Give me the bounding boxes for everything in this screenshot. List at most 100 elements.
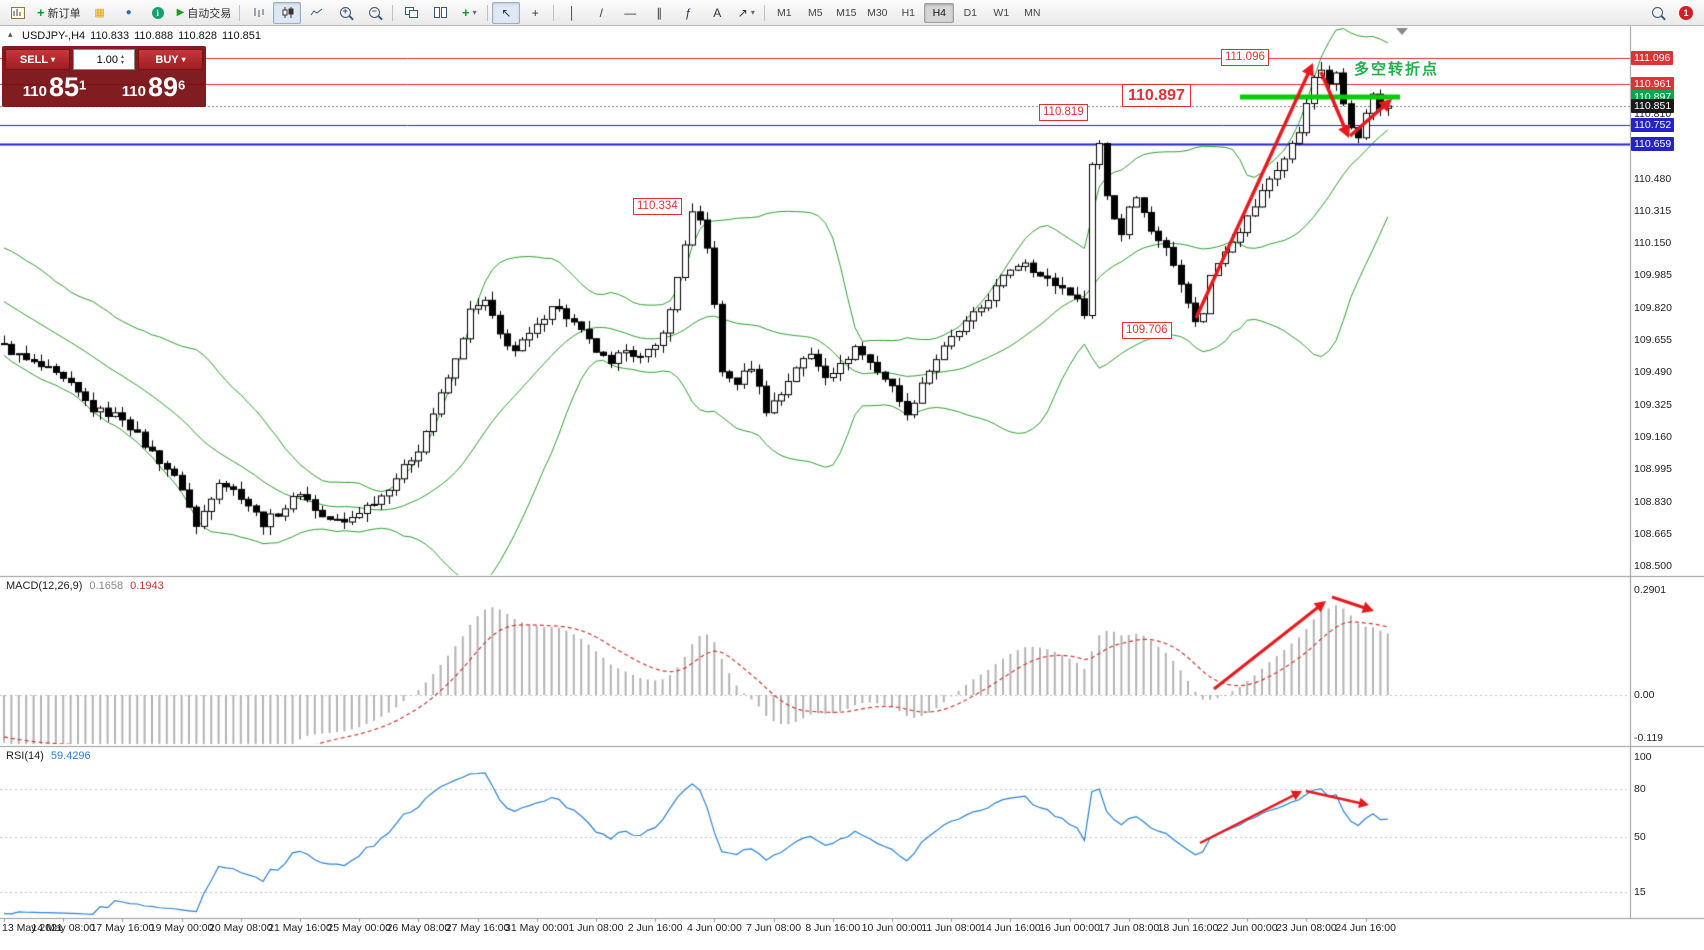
timeframe-m30-button[interactable]: M30 xyxy=(867,6,888,19)
time-axis-label: 14 May 08:00 xyxy=(31,922,96,934)
indicators-button[interactable]: + ▾ xyxy=(455,2,483,24)
timeframe-mn-button[interactable]: MN xyxy=(1024,6,1041,19)
time-axis-label: 31 May 00:00 xyxy=(504,922,569,934)
search-button[interactable] xyxy=(1643,2,1671,24)
time-axis-label: 14 Jun 16:00 xyxy=(980,922,1041,934)
fibonacci-tool-button[interactable]: ƒ xyxy=(674,2,702,24)
trendline-tool-button[interactable]: / xyxy=(587,2,615,24)
toolbar-separator xyxy=(239,4,241,21)
autotrade-play-icon: ▶ xyxy=(176,7,185,18)
text-tool-button[interactable]: A xyxy=(703,2,731,24)
price-grid-label: 109.160 xyxy=(1634,430,1672,443)
timeframe-d1-button[interactable]: D1 xyxy=(963,6,978,19)
line-chart-type-button[interactable] xyxy=(302,2,330,24)
price-level-badge: 110.659 xyxy=(1631,136,1675,151)
rsi-axis-label: 50 xyxy=(1634,830,1646,843)
price-grid-label: 108.665 xyxy=(1634,527,1672,540)
chevron-down-icon: ▾ xyxy=(51,55,56,64)
cascade-windows-button[interactable] xyxy=(426,2,454,24)
time-axis-label: 21 May 16:00 xyxy=(268,922,332,934)
tile-windows-icon xyxy=(404,7,418,18)
toolbar-separator xyxy=(764,4,766,21)
price-grid-label: 110.480 xyxy=(1634,172,1672,185)
timeframe-m1-button[interactable]: M1 xyxy=(777,6,792,19)
tile-windows-button[interactable] xyxy=(397,2,425,24)
chevron-down-icon: ▾ xyxy=(750,8,755,17)
price-callout-label: 109.706 xyxy=(1122,322,1172,339)
new-order-plus-icon: + xyxy=(37,4,45,20)
time-axis-label: 25 May 00:00 xyxy=(327,922,392,934)
rsi-axis-label: 100 xyxy=(1634,751,1652,763)
close-value: 110.851 xyxy=(222,30,261,42)
symbol-label: USDJPY-,H4 xyxy=(22,30,86,42)
price-grid-label: 109.985 xyxy=(1634,269,1672,282)
price-grid-label: 110.315 xyxy=(1634,204,1672,217)
vertical-line-tool-button[interactable]: │ xyxy=(558,2,586,24)
channel-icon: ∥ xyxy=(656,5,663,20)
horizontal-line-icon: — xyxy=(624,5,637,20)
bid-price[interactable]: 110851 xyxy=(22,72,87,102)
channel-tool-button[interactable]: ∥ xyxy=(645,2,673,24)
zoom-in-button[interactable]: + xyxy=(331,2,359,24)
price-level-badge: 110.752 xyxy=(1631,118,1675,133)
sell-label: SELL xyxy=(19,53,49,66)
timeframe-m15-button[interactable]: M15 xyxy=(836,6,857,19)
bar-chart-type-button[interactable] xyxy=(244,2,272,24)
macd-axis-label: 0.00 xyxy=(1634,689,1655,701)
timeframe-w1-button[interactable]: W1 xyxy=(993,6,1010,19)
rsi-pane-header: RSI(14) 59.4296 xyxy=(6,750,91,762)
price-callout-label: 110.334 xyxy=(633,198,682,215)
fibonacci-icon: ƒ xyxy=(684,5,692,20)
community-icon: ● xyxy=(125,7,132,18)
price-grid-label: 109.490 xyxy=(1634,366,1672,379)
info-button[interactable]: i xyxy=(144,2,172,24)
market-icon: ▦ xyxy=(94,7,105,19)
price-level-badge: 110.851 xyxy=(1631,98,1675,113)
timeframe-m5-button[interactable]: M5 xyxy=(808,6,823,19)
price-grid-label: 108.500 xyxy=(1634,560,1672,573)
price-grid-label: 109.820 xyxy=(1634,301,1672,314)
one-click-collapse-toggle[interactable]: ▴ xyxy=(8,29,13,39)
new-order-button[interactable]: + 新订单 xyxy=(33,2,85,24)
buy-label: BUY xyxy=(155,53,179,66)
high-value: 110.888 xyxy=(134,30,174,42)
horizontal-line-tool-button[interactable]: — xyxy=(616,2,644,24)
time-axis-label: 26 May 08:00 xyxy=(386,922,451,934)
time-axis-label: 19 May 00:00 xyxy=(149,922,214,934)
crosshair-tool-button[interactable]: + xyxy=(521,2,549,24)
timeframe-h4-button[interactable]: H4 xyxy=(924,2,955,23)
zoom-out-button[interactable]: − xyxy=(360,2,388,24)
volume-input[interactable] xyxy=(74,50,120,69)
new-chart-button[interactable] xyxy=(4,2,32,24)
price-grid-label: 110.150 xyxy=(1634,237,1672,250)
open-value: 110.833 xyxy=(90,30,130,42)
buy-button[interactable]: BUY ▾ xyxy=(138,49,203,70)
volume-increase-button[interactable]: ▴ xyxy=(121,53,125,60)
candlestick-chart-type-button[interactable] xyxy=(273,1,302,24)
price-callout-label: 110.897 xyxy=(1122,84,1191,107)
autotrade-button[interactable]: ▶ 自动交易 xyxy=(173,2,236,24)
toolbar-separator xyxy=(392,4,394,21)
price-callout-label: 110.819 xyxy=(1039,104,1088,121)
macd-axis-label: -0.119 xyxy=(1634,732,1663,745)
sell-button[interactable]: SELL ▾ xyxy=(5,49,70,70)
text-tool-icon: A xyxy=(713,5,722,20)
volume-field: ▴ ▾ xyxy=(73,49,135,70)
zoom-out-icon: − xyxy=(368,6,380,18)
price-callout-label: 111.096 xyxy=(1221,49,1269,66)
ask-price[interactable]: 110896 xyxy=(121,72,186,102)
timeframe-h1-button[interactable]: H1 xyxy=(901,6,916,19)
market-button[interactable]: ▦ xyxy=(86,2,114,24)
cursor-tool-button[interactable]: ↖ xyxy=(492,1,521,24)
new-order-label: 新订单 xyxy=(47,7,81,20)
volume-decrease-button[interactable]: ▾ xyxy=(121,59,125,66)
notifications-button[interactable]: 1 xyxy=(1672,2,1700,24)
time-axis-label: 18 Jun 16:00 xyxy=(1157,922,1219,934)
line-chart-icon xyxy=(310,8,323,16)
community-button[interactable]: ● xyxy=(115,2,143,24)
macd-signal-value: 0.1943 xyxy=(130,580,164,592)
arrows-tool-button[interactable]: ↗ ▾ xyxy=(732,2,760,24)
cascade-windows-icon xyxy=(433,7,447,18)
chevron-down-icon: ▾ xyxy=(181,55,186,64)
